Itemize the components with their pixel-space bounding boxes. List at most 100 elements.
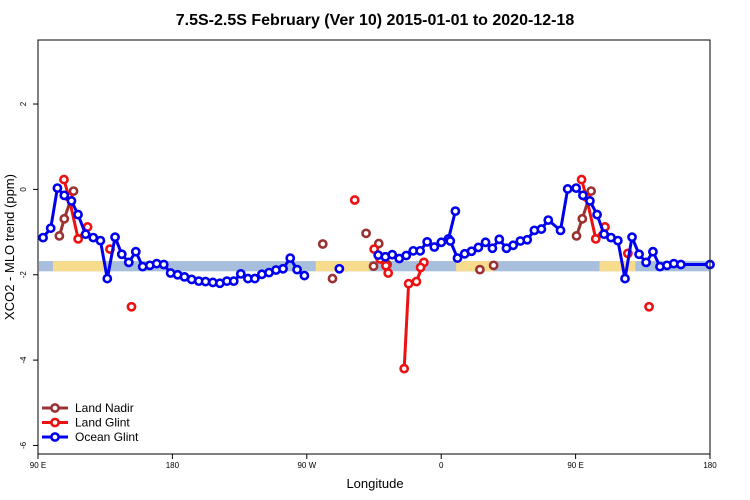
land-nadir-point bbox=[488, 260, 499, 271]
ocean-glint-point bbox=[110, 232, 120, 243]
ocean-glint-point bbox=[95, 235, 106, 246]
ocean-glint-point bbox=[401, 250, 412, 261]
ocean-glint-point bbox=[473, 242, 484, 253]
ocean-glint-point bbox=[429, 242, 440, 252]
ocean-glint-point bbox=[641, 257, 651, 268]
ocean-glint-point bbox=[445, 236, 456, 246]
chart-title: 7.5S-2.5S February (Ver 10) 2015-01-01 t… bbox=[176, 12, 575, 29]
ocean-glint-point bbox=[278, 263, 288, 274]
ocean-glint-point bbox=[578, 190, 588, 201]
land-nadir-point bbox=[68, 186, 79, 196]
land-nadir-point bbox=[577, 213, 588, 224]
land-glint-point bbox=[644, 301, 654, 312]
land-nadir-point bbox=[571, 231, 582, 241]
legend-item-land-nadir: Land Nadir bbox=[42, 401, 134, 415]
ocean-glint-point bbox=[387, 249, 398, 260]
ocean-glint-point bbox=[585, 196, 595, 206]
ocean-glint-point bbox=[536, 224, 547, 234]
ocean-glint-point bbox=[627, 232, 637, 243]
x-tick-label: 180 bbox=[703, 461, 717, 470]
x-tick-label: 90 E bbox=[567, 461, 583, 470]
legend-label: Land Glint bbox=[75, 416, 130, 430]
ocean-glint-point bbox=[543, 215, 554, 226]
ocean-glint-point bbox=[648, 246, 658, 257]
ocean-glint-point bbox=[436, 237, 447, 248]
land-nadir-point bbox=[327, 273, 338, 284]
x-tick-label: 90 W bbox=[297, 461, 316, 470]
land-nadir-point bbox=[474, 264, 485, 275]
ocean-glint-point bbox=[59, 190, 70, 201]
y-tick-label: -4 bbox=[19, 356, 28, 364]
ocean-glint-point bbox=[450, 206, 461, 217]
ocean-glint-point bbox=[116, 249, 127, 260]
legend-label: Land Nadir bbox=[75, 401, 134, 415]
ocean-glint-point bbox=[487, 243, 498, 254]
legend-item-land-glint: Land Glint bbox=[42, 416, 130, 430]
x-tick-label: 180 bbox=[166, 461, 180, 470]
land-nadir-point bbox=[586, 186, 597, 196]
land-nadir-point bbox=[317, 239, 328, 249]
land-nadir-point bbox=[368, 261, 379, 272]
ocean-glint-point bbox=[73, 209, 83, 220]
x-axis-label: Longitude bbox=[346, 476, 403, 491]
ocean-glint-point bbox=[235, 268, 246, 279]
land-nadir-point bbox=[59, 213, 70, 224]
plot-frame bbox=[37, 39, 711, 455]
ocean-glint-point bbox=[228, 276, 239, 287]
ocean-glint-point bbox=[415, 245, 426, 256]
ocean-glint-point bbox=[634, 249, 644, 260]
ocean-glint-point bbox=[45, 223, 56, 234]
land-glint-point bbox=[126, 301, 137, 312]
y-tick-label: -2 bbox=[19, 271, 28, 279]
ocean-glint-point bbox=[612, 235, 623, 246]
ocean-glint-point bbox=[123, 257, 134, 268]
ocean-glint-point bbox=[480, 237, 491, 248]
land-glint-point bbox=[349, 195, 360, 205]
y-axis: -6 -4 -2 0 2 bbox=[19, 101, 38, 449]
ocean-glint-point bbox=[102, 273, 113, 284]
ocean-glint-point bbox=[285, 253, 296, 263]
land-glint-point bbox=[399, 363, 410, 374]
y-tick-label: 2 bbox=[19, 101, 28, 106]
x-axis: 90 E 180 90 W 0 90 E 180 bbox=[30, 454, 717, 470]
ocean-glint-point bbox=[620, 273, 630, 284]
land-glint-point bbox=[415, 262, 426, 273]
ocean-glint-point bbox=[52, 183, 63, 194]
land-glint-point bbox=[411, 276, 422, 287]
ocean-glint-point bbox=[452, 253, 463, 263]
ocean-glint-point bbox=[555, 225, 566, 236]
ocean-glint-point bbox=[422, 236, 433, 247]
land-nadir-point bbox=[54, 231, 65, 241]
x-tick-label: 0 bbox=[439, 461, 444, 470]
legend-marker bbox=[50, 432, 60, 442]
legend-item-ocean-glint: Ocean Glint bbox=[42, 430, 139, 444]
ocean-glint-point bbox=[80, 229, 91, 240]
y-axis-label: XCO2 - MLO trend (ppm) bbox=[2, 174, 17, 320]
land-band-segment bbox=[52, 261, 106, 272]
ocean-glint-point bbox=[66, 196, 77, 206]
ocean-glint-point bbox=[292, 264, 302, 275]
ocean-glint-point bbox=[562, 184, 573, 194]
land-band-segment bbox=[599, 261, 636, 272]
ocean-glint-point bbox=[508, 240, 519, 251]
y-tick-label: 0 bbox=[19, 187, 28, 192]
land-glint-point bbox=[590, 233, 601, 244]
ocean-glint-point bbox=[334, 263, 345, 274]
legend-label: Ocean Glint bbox=[75, 430, 139, 444]
ocean-glint-point bbox=[494, 234, 505, 245]
land-glint-point bbox=[59, 174, 69, 185]
land-glint-point bbox=[403, 278, 414, 289]
x-tick-label: 90 E bbox=[30, 461, 46, 470]
ocean-glint-point bbox=[249, 273, 260, 284]
land-glint-point bbox=[383, 268, 394, 278]
ocean-glint-point bbox=[158, 259, 169, 270]
ocean-glint-point bbox=[38, 232, 48, 243]
land-glint-point bbox=[73, 233, 84, 244]
ocean-glint-point bbox=[675, 259, 686, 270]
ocean-glint-point bbox=[130, 246, 141, 257]
ocean-glint-point bbox=[522, 234, 533, 245]
legend-marker bbox=[50, 403, 60, 413]
series-ocean-glint bbox=[38, 183, 715, 289]
